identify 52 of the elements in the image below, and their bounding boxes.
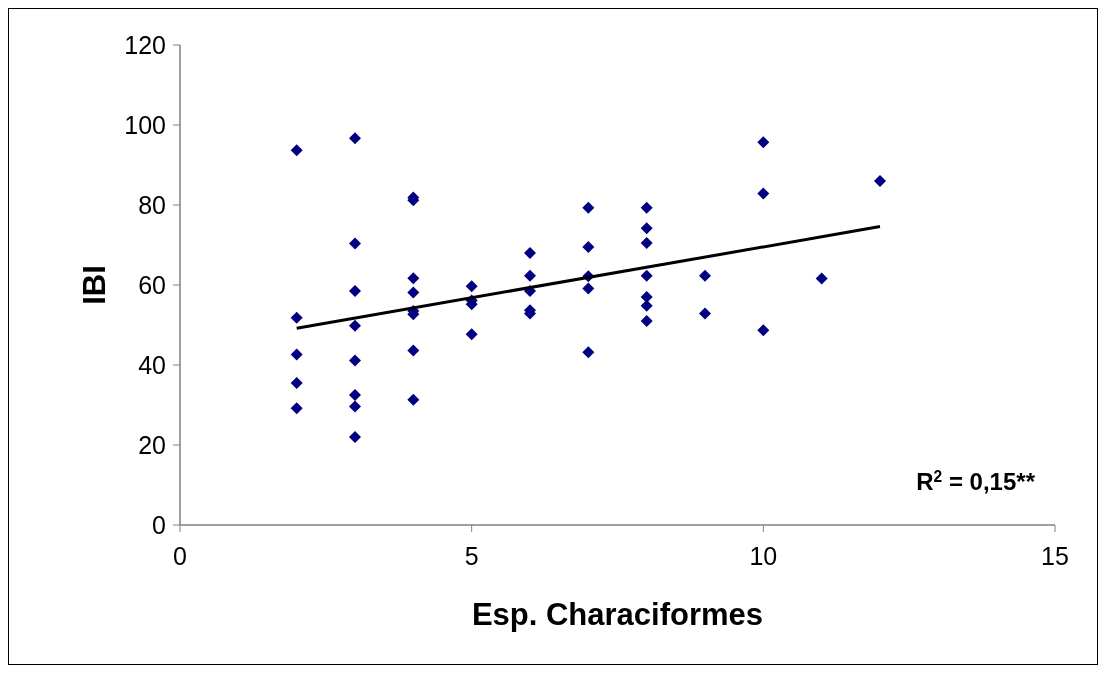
point (640, 201, 653, 214)
point (582, 346, 595, 359)
point (290, 348, 303, 361)
y-axis-title: IBI (77, 265, 112, 305)
annotation: R$^{2}$ = 0,15** (916, 467, 1036, 495)
point (290, 311, 303, 324)
point (640, 269, 653, 282)
point (640, 222, 653, 235)
y-tick-label: 100 (124, 110, 166, 139)
point (582, 241, 595, 253)
y-tick-label: 40 (138, 350, 166, 379)
x-tick-label: 10 (749, 542, 778, 570)
point (407, 272, 420, 285)
point (640, 315, 653, 327)
point (290, 377, 303, 389)
point (757, 187, 770, 200)
y-tick-label: 0 (152, 510, 166, 539)
x-tick-label: 5 (464, 542, 479, 570)
point (640, 237, 653, 249)
point (349, 132, 361, 145)
x-axis-title: Esp. Characiformes (471, 597, 764, 632)
point (349, 354, 361, 367)
point (465, 280, 478, 293)
point (699, 269, 711, 282)
y-tick-label: 60 (138, 270, 166, 299)
point (699, 307, 711, 320)
point (349, 389, 361, 401)
point (757, 324, 770, 337)
point (524, 247, 536, 259)
point (465, 328, 478, 341)
point (407, 344, 420, 357)
point (349, 285, 361, 297)
point (815, 272, 828, 285)
y-tick-label: 120 (124, 30, 166, 59)
point (582, 201, 595, 214)
y-tick-label: 20 (138, 430, 166, 459)
point (290, 402, 303, 415)
point (349, 400, 361, 413)
point (582, 282, 595, 295)
point (349, 319, 361, 332)
point (757, 136, 770, 149)
point (290, 144, 303, 157)
point (640, 291, 653, 303)
x-tick-label: 0 (173, 542, 187, 570)
x-tick-label: 15 (1041, 542, 1069, 570)
point (874, 175, 886, 187)
point (407, 286, 420, 299)
point (349, 237, 361, 250)
point (524, 269, 536, 282)
point (349, 431, 361, 443)
point (407, 393, 420, 406)
y-tick-label: 80 (138, 190, 166, 219)
